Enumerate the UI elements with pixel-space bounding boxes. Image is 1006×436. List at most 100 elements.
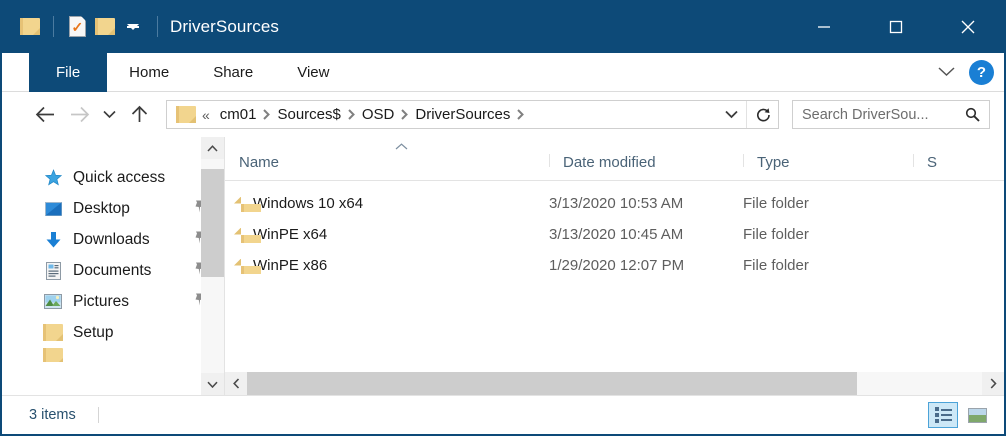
scrollbar-thumb[interactable] [201,169,224,277]
customize-qat-chevron-icon[interactable] [119,13,147,41]
explorer-folder-icon[interactable] [16,13,44,41]
file-type-cell: File folder [743,226,809,243]
scroll-left-icon[interactable] [225,372,247,395]
tab-home[interactable]: Home [129,64,170,81]
scrollbar-track[interactable] [247,372,982,395]
ribbon-tabs: File Home Share View ? [2,53,1004,92]
sidebar-item-label: Pictures [73,292,129,310]
quick-access-toolbar: ✓ [2,13,158,41]
file-type-cell: File folder [743,257,809,274]
refresh-icon[interactable] [746,101,778,128]
window-title: DriverSources [170,16,279,36]
view-buttons [928,402,992,428]
close-button[interactable] [932,0,1004,53]
address-dropdown-chevron-icon[interactable] [716,101,746,128]
breadcrumb-item-sources[interactable]: Sources$ [277,106,341,123]
back-button[interactable] [28,98,62,132]
folder-icon [42,324,64,341]
qat-divider-1 [53,16,54,37]
sidebar-item-downloads[interactable]: Downloads [2,224,224,255]
horizontal-scrollbar[interactable] [225,371,1004,395]
sidebar-item-documents[interactable]: Documents [2,255,224,286]
maximize-button[interactable] [860,0,932,53]
column-header-name[interactable]: Name [239,154,280,171]
sidebar-item-label: Desktop [73,199,130,217]
up-button[interactable] [122,98,156,132]
document-icon [42,261,64,280]
breadcrumb-separator-icon[interactable] [262,109,271,120]
properties-icon[interactable]: ✓ [63,13,91,41]
expand-ribbon-chevron-icon[interactable] [938,64,955,82]
breadcrumb-item-osd[interactable]: OSD [361,106,395,123]
pictures-icon [42,294,64,309]
ribbon-right-controls: ? [938,53,994,92]
search-input[interactable]: Search DriverSou... [792,100,990,129]
title-bar: ✓ DriverSources [2,0,1004,53]
table-row[interactable]: WinPE x86 1/29/2020 12:07 PM File folder [225,250,1004,281]
file-date-cell: 3/13/2020 10:45 AM [549,226,684,243]
tab-view[interactable]: View [297,64,330,81]
navigation-scrollbar[interactable] [201,137,224,395]
help-button[interactable]: ? [969,60,994,85]
title-divider [157,16,158,37]
desktop-icon [42,201,64,216]
breadcrumb-separator-icon[interactable] [400,109,409,120]
large-icons-view-icon [967,407,987,423]
breadcrumb-separator-icon[interactable] [516,109,525,120]
item-count-label: 3 items [29,407,76,423]
breadcrumb-item-driversources[interactable]: DriverSources [415,106,511,123]
sidebar-item-quick-access[interactable]: Quick access [2,162,224,193]
scroll-up-icon[interactable] [201,137,224,159]
forward-button[interactable] [62,98,96,132]
sidebar-item-desktop[interactable]: Desktop [2,193,224,224]
folder-icon [42,348,64,362]
file-date-cell: 3/13/2020 10:53 AM [549,195,684,212]
file-name-label: WinPE x86 [253,257,328,274]
file-name-cell[interactable]: Windows 10 x64 [225,195,549,212]
scrollbar-track[interactable] [201,159,224,373]
breadcrumb-overflow[interactable]: « [202,106,210,123]
scroll-right-icon[interactable] [982,372,1004,395]
sidebar-item-setup[interactable]: Setup [2,317,224,348]
breadcrumb-folder-icon[interactable] [176,106,196,123]
address-bar: « cm01 Sources$ OSD DriverSources [2,92,1004,137]
file-name-cell[interactable]: WinPE x86 [225,257,549,274]
tab-file[interactable]: File [29,53,108,92]
new-folder-icon[interactable] [91,13,119,41]
sidebar-item-pictures[interactable]: Pictures [2,286,224,317]
file-name-cell[interactable]: WinPE x64 [225,226,549,243]
sidebar-item-label: Documents [73,261,152,279]
column-header-size[interactable]: S [913,154,1004,180]
scroll-down-icon[interactable] [201,373,224,395]
breadcrumb-item-cm01[interactable]: cm01 [219,106,257,123]
sidebar-item-label: Quick access [73,168,166,186]
sidebar-item-partial[interactable] [2,348,224,362]
scrollbar-thumb[interactable] [247,372,858,395]
details-view-button[interactable] [928,402,958,428]
search-icon[interactable] [965,107,980,122]
breadcrumb: « cm01 Sources$ OSD DriverSources [167,106,716,123]
navigation-list: Quick access Desktop Downloads [2,137,224,395]
details-view-icon [934,407,952,423]
minimize-button[interactable] [788,0,860,53]
download-arrow-icon [42,231,64,248]
tab-share[interactable]: Share [213,64,254,81]
search-placeholder: Search DriverSou... [802,106,929,123]
star-icon [42,169,64,186]
large-icons-view-button[interactable] [962,402,992,428]
navigation-pane: Quick access Desktop Downloads [2,137,224,395]
sidebar-item-label: Setup [73,323,114,341]
recent-locations-chevron-icon[interactable] [96,98,122,132]
breadcrumb-separator-icon[interactable] [347,109,356,120]
window-controls [788,0,1004,53]
column-header-date-modified[interactable]: Date modified [549,154,743,180]
column-headers: Name Date modified Type S [225,137,1004,181]
status-bar: 3 items [2,395,1004,434]
file-date-cell: 1/29/2020 12:07 PM [549,257,685,274]
table-row[interactable]: WinPE x64 3/13/2020 10:45 AM File folder [225,219,1004,250]
column-header-type[interactable]: Type [743,154,913,180]
explorer-body: Quick access Desktop Downloads [2,137,1004,395]
table-row[interactable]: Windows 10 x64 3/13/2020 10:53 AM File f… [225,188,1004,219]
breadcrumb-bar[interactable]: « cm01 Sources$ OSD DriverSources [166,100,779,129]
